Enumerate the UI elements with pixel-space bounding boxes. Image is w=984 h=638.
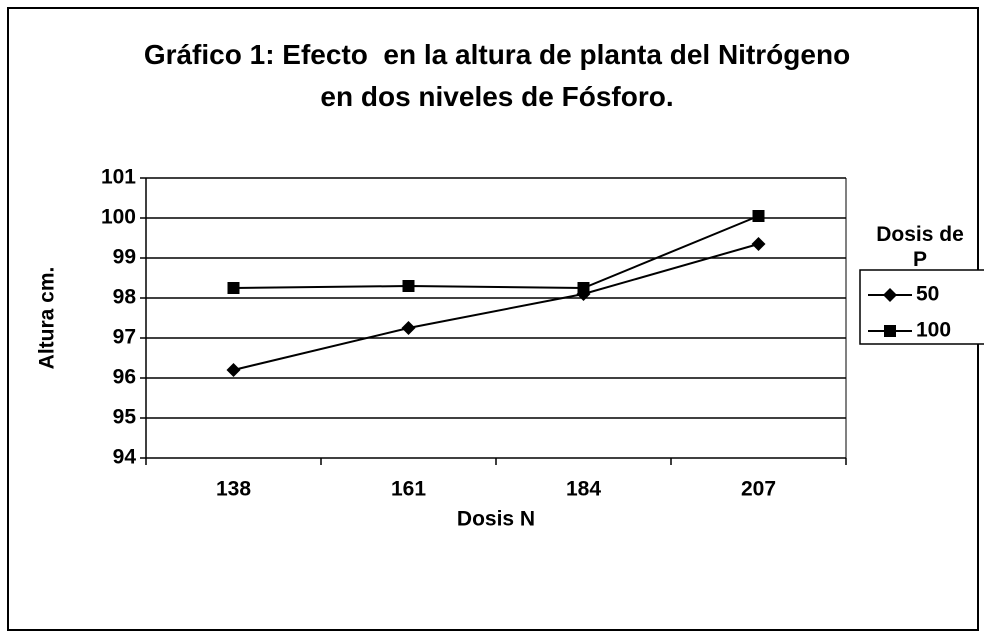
y-tick-label: 96 bbox=[113, 366, 136, 389]
marker bbox=[751, 237, 766, 251]
x-tick-label: 138 bbox=[216, 478, 251, 501]
marker bbox=[402, 280, 415, 292]
legend-title: Dosis de P bbox=[876, 223, 964, 271]
legend-label: 100 bbox=[916, 319, 951, 342]
y-tick-label: 100 bbox=[101, 206, 136, 229]
series-line bbox=[233, 243, 759, 371]
y-tick-label: 97 bbox=[113, 326, 136, 349]
y-tick-label: 94 bbox=[113, 446, 137, 469]
y-axis-title: Altura cm. bbox=[36, 267, 59, 370]
x-axis-title: Dosis N bbox=[457, 508, 535, 531]
y-tick-label: 98 bbox=[113, 286, 137, 309]
legend-marker bbox=[883, 288, 897, 302]
y-tick-label: 101 bbox=[101, 166, 136, 189]
marker bbox=[752, 210, 765, 222]
legend-label: 50 bbox=[916, 283, 939, 306]
chart-title: Gráfico 1: Efecto en la altura de planta… bbox=[143, 39, 858, 112]
y-tick-label: 99 bbox=[113, 246, 136, 269]
x-tick-label: 161 bbox=[391, 478, 426, 501]
marker bbox=[226, 363, 241, 377]
x-tick-label: 207 bbox=[741, 478, 776, 501]
marker bbox=[577, 282, 590, 294]
legend-marker bbox=[884, 325, 896, 337]
x-tick-label: 184 bbox=[566, 478, 601, 501]
series-line bbox=[233, 215, 759, 290]
marker bbox=[401, 321, 416, 335]
y-tick-label: 95 bbox=[113, 406, 137, 429]
marker bbox=[227, 282, 240, 294]
